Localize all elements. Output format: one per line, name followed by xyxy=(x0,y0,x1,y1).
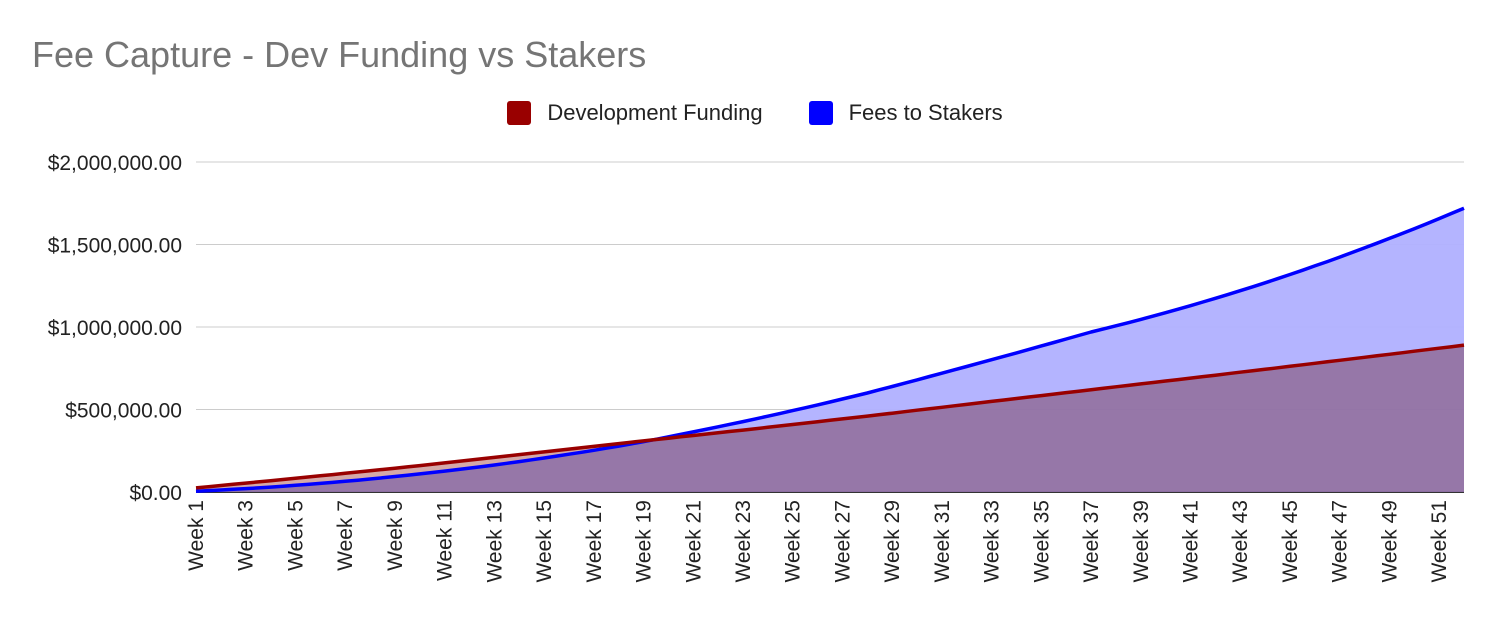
line-fees-to-stakers xyxy=(195,206,1465,493)
x-tick-label: Week 19 xyxy=(633,500,656,583)
x-tick-label: Week 11 xyxy=(434,500,457,581)
x-tick-label: Week 25 xyxy=(782,500,805,583)
x-tick-label: Week 13 xyxy=(483,500,506,583)
x-tick-label: Week 21 xyxy=(682,500,705,583)
x-tick-label: Week 17 xyxy=(583,500,606,583)
legend-item-fees-to-stakers[interactable]: Fees to Stakers xyxy=(808,100,1003,126)
x-tick-label: Week 7 xyxy=(334,500,357,571)
area-development-funding xyxy=(196,345,1464,492)
legend-swatch-development-funding xyxy=(507,101,532,125)
x-tick-label: Week 37 xyxy=(1080,500,1103,583)
y-tick-label: $1,000,000.00 xyxy=(48,317,182,340)
x-tick-label: Week 15 xyxy=(533,500,556,583)
y-tick-label: $500,000.00 xyxy=(65,400,182,423)
y-tick-label: $0.00 xyxy=(129,482,182,505)
chart-title: Fee Capture - Dev Funding vs Stakers xyxy=(32,34,647,75)
y-tick-label: $2,000,000.00 xyxy=(48,152,182,175)
x-tick-label: Week 9 xyxy=(384,500,407,571)
line-development-funding xyxy=(195,343,1465,490)
x-tick-label: Week 45 xyxy=(1279,500,1302,583)
legend-label-fees-to-stakers: Fees to Stakers xyxy=(848,100,1003,125)
x-tick-label: Week 51 xyxy=(1428,500,1451,583)
legend: Development Funding Fees to Stakers xyxy=(0,100,1496,126)
x-tick-label: Week 41 xyxy=(1180,500,1203,583)
x-tick-label: Week 47 xyxy=(1329,500,1352,583)
y-tick-label: $1,500,000.00 xyxy=(48,235,182,258)
legend-item-development-funding[interactable]: Development Funding xyxy=(507,100,763,126)
x-tick-label: Week 5 xyxy=(284,500,307,571)
x-tick-label: Week 33 xyxy=(981,500,1004,583)
x-tick-label: Week 49 xyxy=(1378,500,1401,583)
x-tick-label: Week 35 xyxy=(1030,500,1053,583)
x-tick-label: Week 27 xyxy=(831,500,854,583)
x-tick-label: Week 3 xyxy=(235,500,258,571)
x-tick-label: Week 39 xyxy=(1130,500,1153,583)
x-tick-label: Week 29 xyxy=(881,500,904,583)
x-tick-label: Week 23 xyxy=(732,500,755,583)
x-tick-label: Week 31 xyxy=(931,500,954,583)
legend-label-development-funding: Development Funding xyxy=(547,100,763,125)
legend-swatch-fees-to-stakers xyxy=(808,101,833,125)
x-tick-label: Week 1 xyxy=(185,500,208,571)
x-tick-label: Week 43 xyxy=(1229,500,1252,583)
